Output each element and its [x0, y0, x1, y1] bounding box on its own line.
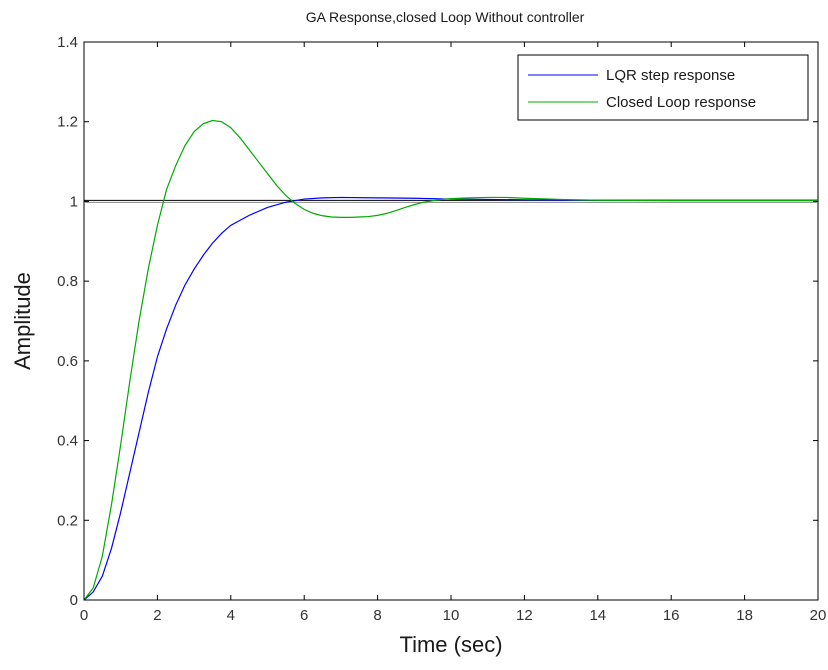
y-tick-label: 0.2	[57, 512, 78, 529]
series-line-1	[83, 119, 818, 601]
tick-layer: 0 2 4 6 8 10 12 14 16 18 20 0 0.2 0.4 0.6 0.8 1 1.2 1.4	[57, 34, 826, 624]
x-tick-label: 20	[810, 607, 827, 624]
y-tick-label: 0.4	[57, 433, 78, 450]
y-tick-label: 1.4	[57, 34, 78, 51]
legend-label-lqr: LQR step response	[606, 67, 735, 84]
y-axis-label: Amplitude	[10, 272, 35, 370]
plot-area	[83, 41, 819, 601]
series-line-0	[83, 196, 818, 601]
x-tick-label: 10	[443, 607, 460, 624]
y-tick-label: 1.2	[57, 114, 78, 131]
x-tick-label: 6	[300, 607, 308, 624]
x-tick-label: 0	[80, 607, 88, 624]
legend-label-closed-loop: Closed Loop response	[606, 94, 756, 111]
legend: LQR step response Closed Loop response	[517, 54, 809, 121]
x-tick-label: 4	[227, 607, 235, 624]
x-tick-label: 8	[373, 607, 381, 624]
y-tick-label: 1	[70, 193, 78, 210]
x-axis-label: Time (sec)	[399, 632, 502, 657]
x-tick-label: 12	[516, 607, 533, 624]
chart-title: GA Response,closed Loop Without controll…	[306, 9, 585, 25]
y-tick-label: 0.8	[57, 273, 78, 290]
x-tick-label: 16	[663, 607, 680, 624]
x-tick-label: 14	[589, 607, 606, 624]
legend-box	[517, 54, 809, 121]
y-tick-label: 0	[70, 592, 78, 609]
x-tick-label: 2	[153, 607, 161, 624]
x-tick-label: 18	[736, 607, 753, 624]
series-layer	[83, 119, 818, 601]
y-tick-label: 0.6	[57, 353, 78, 370]
